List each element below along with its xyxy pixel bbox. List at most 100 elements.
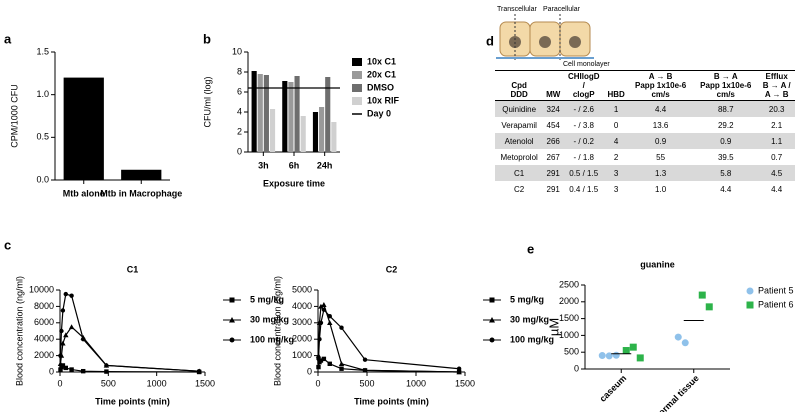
marker bbox=[69, 293, 74, 298]
marker bbox=[63, 332, 69, 338]
marker bbox=[456, 369, 462, 375]
panel-label: c bbox=[4, 237, 11, 252]
table-cell: 20.3 bbox=[758, 100, 795, 117]
x-tick-label: 0 bbox=[315, 378, 320, 388]
table-row: Verapamil 454 - / 3.8 0 13.6 29.2 2.1 bbox=[495, 117, 795, 133]
marker bbox=[612, 351, 620, 359]
marker bbox=[327, 361, 332, 366]
marker bbox=[327, 320, 333, 325]
y-axis-label: CFU/ml (log) bbox=[202, 76, 212, 127]
y-tick-label: 1500 bbox=[559, 313, 579, 323]
table-cell: - / 2.6 bbox=[563, 100, 605, 117]
table-cell: Quinidine bbox=[495, 100, 544, 117]
x-tick-label: Normal tissue bbox=[652, 373, 701, 412]
y-tick-label: 10 bbox=[232, 46, 242, 56]
marker bbox=[321, 356, 327, 362]
y-tick-label: 8000 bbox=[34, 301, 54, 311]
table-cell: - / 1.8 bbox=[573, 152, 594, 162]
table-row: Atenolol 266- / 0.2 4 0.9 0.9 1.1 bbox=[495, 133, 795, 149]
marker bbox=[318, 303, 324, 309]
marker bbox=[489, 297, 495, 303]
marker bbox=[197, 368, 202, 374]
bar bbox=[121, 169, 162, 180]
y-axis-label: µM bbox=[546, 318, 561, 336]
y-tick-label: 1000 bbox=[559, 330, 579, 340]
table-cell: 3 bbox=[604, 165, 629, 181]
y-tick-label: 4 bbox=[237, 106, 242, 116]
table-cell: 4 bbox=[604, 133, 629, 149]
bar bbox=[269, 109, 276, 152]
table-cell: 1.3 bbox=[628, 165, 694, 181]
table-cell: 29.2 bbox=[717, 120, 734, 130]
y-tick-label: 0 bbox=[49, 366, 54, 376]
table-cell: 3 bbox=[613, 184, 619, 194]
marker bbox=[57, 361, 64, 366]
bar bbox=[257, 74, 263, 152]
monolayer-diagram bbox=[496, 14, 594, 62]
table-cell: 266 bbox=[543, 133, 564, 149]
y-tick-label: 0 bbox=[574, 363, 579, 373]
marker bbox=[746, 287, 754, 295]
marker bbox=[362, 367, 368, 373]
x-tick-label: caseum bbox=[598, 373, 629, 404]
legend-label: 30 mg/kg bbox=[510, 314, 549, 324]
header-cell: Efflux B → A / A → B bbox=[758, 70, 795, 101]
marker bbox=[636, 354, 644, 362]
table-cell: 55 bbox=[656, 152, 666, 162]
marker bbox=[681, 339, 689, 347]
chart-title: C1 bbox=[127, 264, 139, 274]
y-tick-label: 10000 bbox=[29, 284, 54, 294]
marker bbox=[456, 366, 462, 371]
table-cell: C2 bbox=[514, 184, 525, 194]
y-tick-label: 5000 bbox=[292, 284, 312, 294]
table-cell: 88.7 bbox=[693, 100, 759, 117]
y-tick-label: 0 bbox=[237, 146, 242, 156]
header-cell: CHIlogD / clogP bbox=[563, 70, 605, 101]
table-cell: 4.4 bbox=[628, 100, 694, 117]
table-cell: 4.5 bbox=[758, 165, 795, 181]
marker bbox=[339, 366, 344, 371]
y-axis-label: Blood concentration (ng/ml) bbox=[272, 276, 282, 386]
bar bbox=[312, 112, 319, 152]
table-cell: 2 bbox=[613, 152, 619, 162]
table-cell: 291 bbox=[543, 165, 564, 181]
marker bbox=[104, 363, 109, 368]
marker bbox=[321, 307, 327, 312]
marker bbox=[58, 353, 63, 358]
marker bbox=[698, 291, 706, 299]
legend-label: 10x C1 bbox=[367, 56, 396, 66]
marker bbox=[60, 340, 66, 346]
x-axis-label: Time points (min) bbox=[95, 396, 170, 406]
marker bbox=[746, 301, 754, 309]
marker bbox=[63, 365, 68, 371]
table-cell: 0.9 bbox=[628, 133, 694, 149]
marker bbox=[316, 356, 321, 362]
marker bbox=[338, 361, 345, 366]
table-cell: 5.8 bbox=[693, 165, 759, 181]
bar bbox=[325, 77, 331, 152]
marker bbox=[489, 317, 495, 323]
header-cell: MW bbox=[543, 70, 564, 101]
legend-label: DMSO bbox=[367, 82, 394, 92]
table-row: Quinidine 324- / 2.6 1 4.4 88.7 20.3 bbox=[495, 100, 795, 117]
legend-label: Patient 5 bbox=[758, 285, 794, 295]
x-tick-label: 500 bbox=[359, 378, 374, 388]
table-cell: 1.0 bbox=[655, 184, 667, 194]
legend-label: 5 mg/kg bbox=[250, 294, 284, 304]
bar bbox=[251, 71, 257, 152]
y-tick-label: 1.0 bbox=[36, 89, 49, 99]
marker bbox=[60, 363, 66, 368]
y-tick-label: 6 bbox=[237, 86, 242, 96]
table-cell: C1 bbox=[495, 165, 544, 181]
table-cell: 291 bbox=[546, 184, 560, 194]
table-cell: 324 bbox=[543, 100, 564, 117]
y-tick-label: 1000 bbox=[292, 350, 312, 360]
marker bbox=[705, 303, 713, 311]
marker bbox=[229, 337, 235, 343]
legend-swatch bbox=[352, 58, 362, 66]
y-tick-label: 2000 bbox=[34, 350, 54, 360]
nucleus bbox=[539, 36, 551, 48]
legend-label: 100 mg/kg bbox=[510, 334, 554, 344]
table-cell: Atenolol bbox=[495, 133, 544, 149]
